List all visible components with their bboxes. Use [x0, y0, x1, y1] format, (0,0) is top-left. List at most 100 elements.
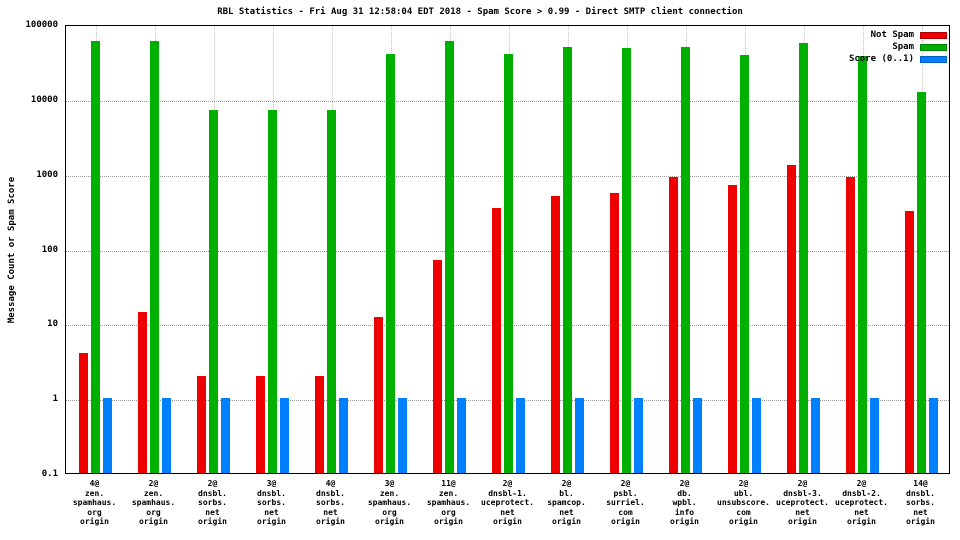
- x-label-line: dnsbl.: [257, 488, 286, 498]
- x-category-label: 2@ bl. spamcop. net origin: [547, 479, 586, 527]
- bar-spam: [209, 110, 218, 473]
- x-label-line: surriel.: [606, 498, 645, 507]
- x-label-line: origin: [198, 517, 227, 526]
- x-label-line: spamhaus.: [367, 498, 412, 507]
- x-label-line: ubl.: [733, 488, 754, 498]
- x-label-line: sorbs.: [906, 498, 935, 507]
- x-label-line: origin: [316, 517, 345, 526]
- x-label-line: spamhaus.: [72, 498, 117, 507]
- bar-score-0-1: [516, 398, 525, 473]
- bar-not-spam: [492, 207, 501, 473]
- bar-not-spam: [846, 177, 855, 473]
- chart-title: RBL Statistics - Fri Aug 31 12:58:04 EDT…: [217, 7, 743, 17]
- x-category-label: 2@ ubl. unsubscore. com origin: [717, 479, 770, 527]
- bar-spam: [681, 46, 690, 473]
- x-label-line: spamcop.: [547, 498, 586, 507]
- bar-spam: [563, 46, 572, 473]
- x-label-line: org: [382, 507, 397, 517]
- bar-score-0-1: [634, 398, 643, 473]
- y-tick-label: 1000: [36, 169, 58, 180]
- x-label-line: dnsbl.: [906, 488, 935, 498]
- x-category-label: 2@ dnsbl-1. uceprotect. net origin: [481, 479, 534, 527]
- x-label-line: zen.: [379, 488, 400, 498]
- x-category-label: 11@ zen. spamhaus. org origin: [427, 479, 470, 527]
- bar-not-spam: [728, 185, 737, 473]
- legend-label: Score (0..1): [848, 54, 914, 64]
- y-tick-label: 100000: [25, 20, 58, 30]
- bar-score-0-1: [457, 398, 466, 473]
- x-label-line: net: [854, 507, 869, 517]
- x-label-line: org: [441, 507, 456, 517]
- x-category-label: 14@ dnsbl. sorbs. net origin: [906, 479, 935, 527]
- bar-spam: [858, 56, 867, 473]
- x-label-line: origin: [729, 517, 758, 526]
- x-label-line: 2@: [561, 479, 572, 488]
- bar-not-spam: [256, 375, 265, 473]
- y-tick-label: 10000: [30, 94, 58, 105]
- bar-spam: [622, 47, 631, 473]
- x-label-line: origin: [493, 517, 522, 526]
- bar-not-spam: [315, 375, 324, 473]
- x-label-line: zen.: [84, 488, 105, 498]
- x-label-line: net: [913, 507, 928, 517]
- x-label-line: wpbl.: [672, 498, 697, 507]
- legend-swatch-not-spam: [920, 31, 947, 39]
- x-label-line: net: [264, 507, 279, 517]
- bar-spam: [327, 110, 336, 473]
- x-label-line: uceprotect.: [835, 498, 888, 507]
- bar-spam: [740, 55, 749, 473]
- bar-not-spam: [551, 196, 560, 473]
- x-label-line: origin: [80, 517, 109, 526]
- x-label-line: origin: [257, 517, 286, 526]
- x-label-line: org: [146, 507, 161, 517]
- bar-spam: [504, 53, 513, 473]
- x-category-label: 4@ zen. spamhaus. org origin: [73, 479, 116, 527]
- x-label-line: 4@: [89, 479, 100, 488]
- x-category-label: 2@ dnsbl-2. uceprotect. net origin: [835, 479, 888, 527]
- bar-score-0-1: [339, 398, 348, 473]
- x-label-line: origin: [788, 517, 817, 526]
- x-label-line: 2@: [620, 479, 631, 488]
- x-category-label: 4@ dnsbl. sorbs. net origin: [316, 479, 345, 527]
- bar-spam: [91, 40, 100, 473]
- x-label-line: 2@: [148, 479, 159, 488]
- legend: Not Spam Spam Score (0..1): [849, 29, 947, 65]
- x-label-line: dnsbl-3.: [783, 488, 822, 498]
- plot-area: [65, 25, 950, 474]
- x-label-line: db.: [677, 488, 692, 498]
- x-label-line: bl.: [559, 488, 574, 498]
- x-label-line: net: [323, 507, 338, 517]
- x-label-line: sorbs.: [257, 498, 286, 507]
- bar-score-0-1: [398, 398, 407, 473]
- x-category-label: 3@ dnsbl. sorbs. net origin: [257, 479, 286, 527]
- y-tick-label: 100: [41, 244, 58, 255]
- x-label-line: 3@: [384, 479, 395, 488]
- x-label-line: 11@: [441, 479, 456, 488]
- y-tick-label: 1: [52, 394, 58, 405]
- legend-swatch-score: [920, 55, 947, 63]
- bar-score-0-1: [811, 398, 820, 473]
- bar-spam: [445, 40, 454, 473]
- x-label-line: uceprotect.: [776, 498, 829, 507]
- x-label-line: 2@: [856, 479, 867, 488]
- x-label-line: com: [618, 507, 633, 517]
- x-label-line: unsubscore.: [717, 498, 770, 507]
- x-label-line: net: [559, 507, 574, 517]
- x-label-line: 2@: [679, 479, 690, 488]
- x-label-line: dnsbl.: [198, 488, 227, 498]
- x-label-line: uceprotect.: [481, 498, 534, 507]
- x-label-line: origin: [906, 517, 935, 526]
- x-label-line: info: [674, 507, 695, 517]
- bar-score-0-1: [221, 398, 230, 473]
- y-tick-label: 10: [47, 319, 58, 330]
- legend-label: Not Spam: [870, 30, 914, 40]
- x-category-label: 2@ psbl. surriel. com origin: [606, 479, 645, 527]
- x-label-line: psbl.: [613, 488, 638, 498]
- legend-item-not-spam: Not Spam: [849, 29, 947, 41]
- legend-swatch-spam: [920, 43, 947, 51]
- bar-spam: [150, 40, 159, 473]
- x-label-line: dnsbl-2.: [842, 488, 881, 498]
